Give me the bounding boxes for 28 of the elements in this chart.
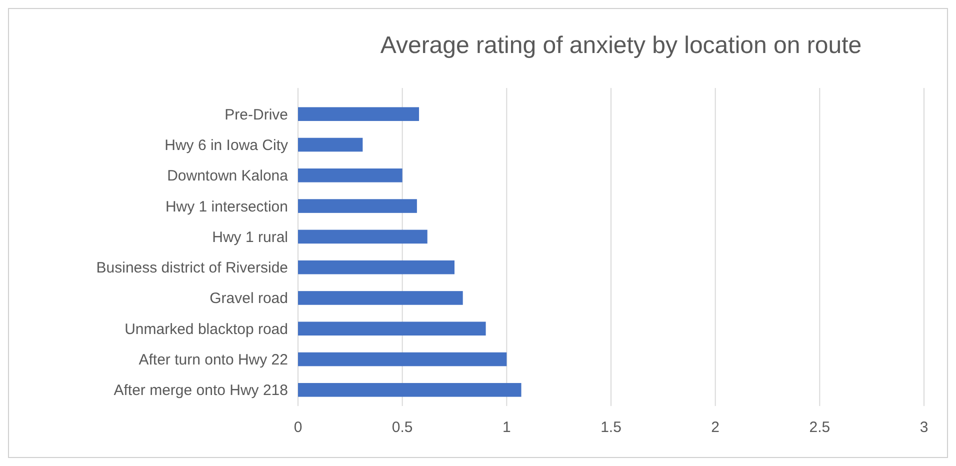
y-tick-label: Downtown Kalona <box>167 168 289 185</box>
chart-title: Average rating of anxiety by location on route <box>380 32 862 59</box>
y-tick-label: After turn onto Hwy 22 <box>138 352 288 369</box>
x-tick-label: 1.5 <box>600 419 622 436</box>
bar <box>298 322 486 336</box>
bar <box>298 383 522 397</box>
bar <box>298 138 363 152</box>
bar <box>298 291 463 305</box>
y-tick-label: Unmarked blacktop road <box>124 320 288 338</box>
bar <box>298 168 402 182</box>
x-tick-label: 2.5 <box>809 419 830 436</box>
x-tick-label: 0 <box>294 419 302 436</box>
x-tick-label: 2 <box>711 419 720 436</box>
bar <box>298 352 507 366</box>
y-tick-label: Pre-Drive <box>224 106 288 124</box>
y-tick-label: Business district of Riverside <box>96 260 288 277</box>
bar <box>298 230 428 244</box>
y-tick-label: Hwy 1 intersection <box>165 198 288 216</box>
bar <box>298 199 417 213</box>
y-tick-label: Hwy 6 in Iowa City <box>164 136 288 154</box>
bar <box>298 107 420 121</box>
y-tick-label: Hwy 1 rural <box>212 228 288 246</box>
bar <box>298 260 454 274</box>
x-tick-label: 0.5 <box>392 419 413 436</box>
x-tick-label: 1 <box>502 419 511 436</box>
y-tick-label: After merge onto Hwy 218 <box>114 382 288 400</box>
x-tick-label: 3 <box>920 419 928 436</box>
y-tick-label: Gravel road <box>210 290 288 308</box>
